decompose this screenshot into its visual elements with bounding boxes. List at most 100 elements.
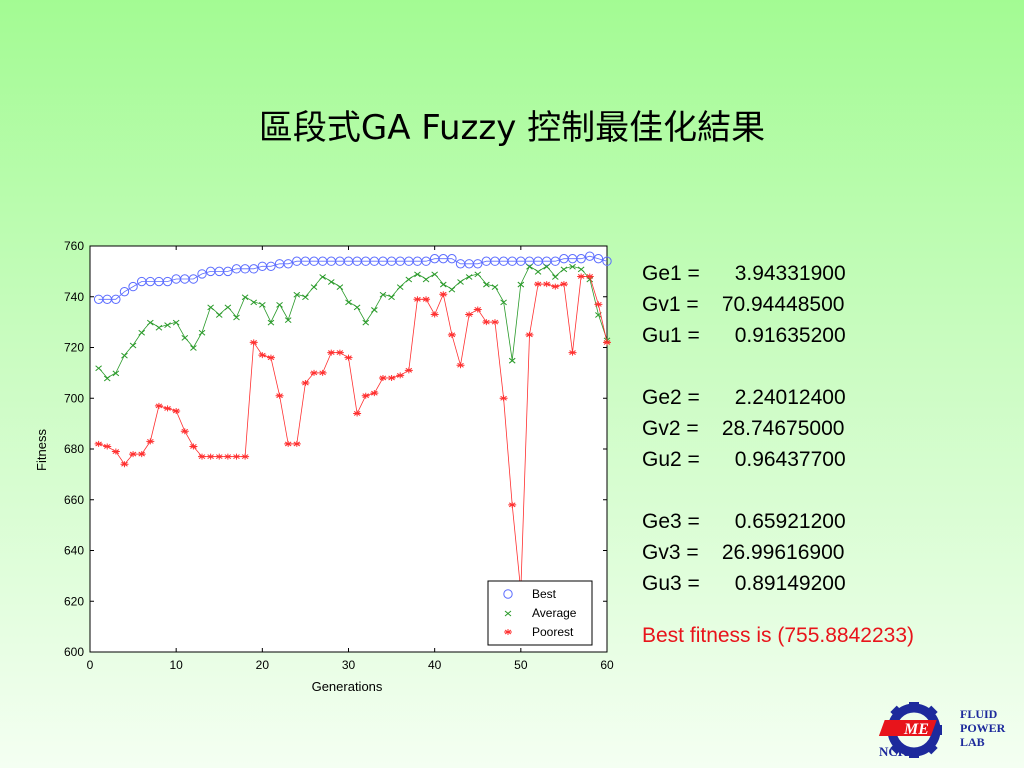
legend-marker-average [504,610,512,617]
data-point-best [119,286,130,297]
data-point-average [371,307,378,313]
data-point-average [327,279,335,285]
logo-line-fluid: FLUID [960,707,998,721]
legend-label-average: Average [532,606,577,620]
param-ge1: Ge1 = 3.94331900 [642,258,846,289]
x-tick-label: 40 [428,658,442,672]
param-value: 28.74675000 [721,417,845,440]
param-equals: = [681,448,706,471]
param-equals: = [680,541,705,564]
data-point-average [138,329,146,336]
data-point-poorest [396,372,405,379]
fitness-chart: 600 620 640 660 680 700 720 740 760 0 10 20 30 40 50 60… [0,230,625,700]
data-point-average [129,342,137,349]
param-gu1: Gu1 = 0.91635200 [642,320,846,351]
data-point-average [543,263,551,270]
data-point-average [508,357,516,364]
x-tick-label: 0 [87,658,94,672]
data-point-poorest [456,362,465,369]
data-point-poorest [542,281,551,288]
data-point-average [319,274,326,280]
y-tick-label: 620 [64,594,84,608]
data-point-average [577,266,585,273]
param-group-gap [642,475,846,506]
data-point-best [197,269,207,279]
data-point-poorest [103,443,112,450]
data-point-poorest [465,311,474,318]
data-point-poorest [120,461,129,468]
data-point-best [447,253,457,264]
data-point-poorest [361,392,370,399]
data-point-best [602,256,612,266]
best-fitness-text: Best fitness is (755.8842233) [642,624,914,647]
data-point-poorest [378,374,387,381]
data-point-poorest [129,451,138,458]
data-point-average [405,276,413,283]
data-point-poorest [146,438,155,445]
data-point-best [421,256,431,266]
data-point-poorest [275,392,284,399]
param-equals: = [681,262,706,285]
data-point-poorest [249,339,258,346]
param-equals: = [681,572,706,595]
param-gv2: Gv2 = 28.74675000 [642,413,846,444]
y-tick-label: 760 [64,239,84,253]
data-point-average [112,370,120,377]
data-point-poorest [327,349,336,356]
data-point-poorest [534,281,543,288]
data-point-average [465,274,473,280]
data-point-poorest [266,354,275,361]
data-point-average [267,319,275,326]
data-point-average [431,271,438,278]
data-point-poorest [430,311,439,318]
data-point-poorest [284,440,293,447]
x-tick-label: 20 [256,658,270,672]
param-value: 26.99616900 [721,541,845,564]
data-point-average [172,319,180,326]
param-label: Gv2 [642,417,681,440]
param-equals: = [681,324,706,347]
data-point-poorest [180,428,189,435]
data-point-average [284,317,292,323]
data-point-best [128,281,138,292]
data-point-poorest [585,273,594,280]
data-point-average [353,304,361,311]
param-value: 70.94448500 [721,293,845,316]
y-tick-label: 740 [64,290,84,304]
param-label: Gu1 [642,324,682,347]
data-point-poorest [198,453,207,460]
y-tick-label: 720 [64,341,84,355]
param-gu2: Gu2 = 0.96437700 [642,444,846,475]
param-value: 0.65921200 [734,510,846,533]
data-point-average [439,281,447,288]
data-point-average [474,271,482,278]
data-point-average [483,281,490,288]
param-gv3: Gv3 = 26.99616900 [642,537,846,568]
data-point-average [190,345,197,351]
data-point-poorest [335,349,344,356]
data-point-best [283,259,293,269]
data-point-poorest [353,410,362,417]
param-ge2: Ge2 = 2.24012400 [642,382,846,413]
param-group-gap [642,351,846,382]
y-tick-label: 680 [64,442,84,456]
logo-line-power: POWER [960,721,1006,735]
data-point-poorest [499,395,508,402]
data-point-average [526,263,533,270]
data-point-average [259,301,266,308]
data-point-poorest [163,405,172,412]
legend-label-best: Best [532,587,557,601]
data-point-average [569,263,576,270]
data-point-poorest [559,281,568,288]
data-point-poorest [525,331,534,338]
fitness-chart-svg: 600 620 640 660 680 700 720 740 760 0 10 20 30 40 50 60… [34,239,614,694]
data-point-poorest [318,369,327,376]
data-point-poorest [422,296,431,303]
logo-line-lab: LAB [960,735,985,749]
logo-org: NCKU [879,744,918,759]
data-point-average [517,281,525,288]
data-point-poorest [232,453,241,460]
data-point-poorest [258,352,267,359]
data-point-average [448,286,456,293]
data-point-average [388,294,395,301]
